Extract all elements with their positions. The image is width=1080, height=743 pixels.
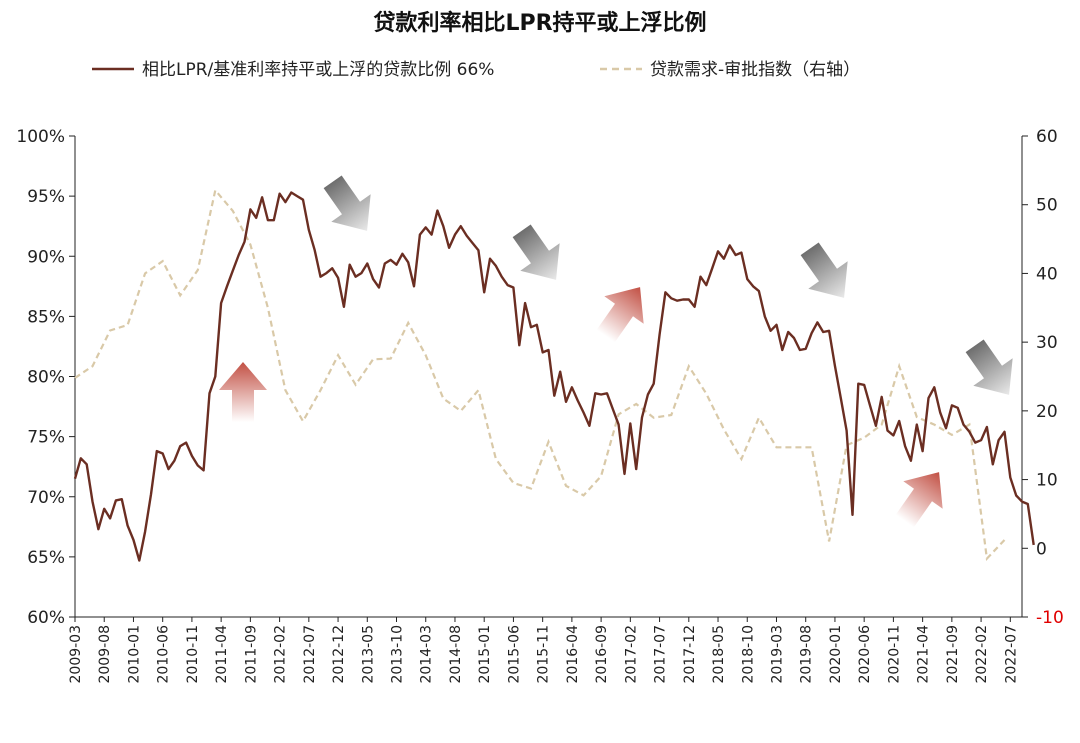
y-left-tick-label: 80%: [27, 368, 65, 388]
x-tick-label: 2017-12: [682, 625, 698, 684]
x-tick-label: 2012-07: [302, 625, 318, 684]
x-tick-label: 2012-02: [273, 625, 289, 684]
x-tick-label: 2010-01: [126, 625, 142, 684]
arrow-down-annotation: [800, 242, 848, 298]
y-right-tick-label: 0: [1036, 539, 1047, 559]
x-tick-label: 2011-04: [214, 625, 230, 684]
x-tick-label: 2014-03: [419, 625, 435, 684]
y-right-tick-label: -10: [1036, 608, 1064, 628]
x-tick-label: 2021-09: [945, 625, 961, 684]
x-tick-label: 2014-08: [448, 625, 464, 684]
x-tick-label: 2009-03: [68, 625, 84, 684]
x-tick-label: 2013-10: [390, 625, 406, 684]
x-tick-label: 2022-02: [974, 625, 990, 684]
x-tick-label: 2020-01: [828, 625, 844, 684]
arrow-up-annotation: [895, 472, 943, 528]
y-left-tick-label: 85%: [27, 307, 65, 327]
x-tick-label: 2018-05: [711, 625, 727, 684]
x-tick-label: 2022-07: [1003, 625, 1019, 684]
x-tick-label: 2016-09: [594, 625, 610, 684]
x-tick-label: 2010-06: [156, 625, 172, 684]
x-tick-label: 2009-08: [97, 625, 113, 684]
y-right-tick-label: 10: [1036, 471, 1058, 491]
x-tick-label: 2011-09: [243, 625, 259, 684]
y-right-tick-label: 20: [1036, 402, 1058, 422]
arrow-down-annotation: [965, 339, 1013, 395]
arrow-annotations: [219, 175, 1013, 528]
y-left-tick-label: 100%: [16, 127, 65, 147]
y-left-tick-label: 70%: [27, 488, 65, 508]
y-right-tick-label: 40: [1036, 264, 1058, 284]
plot-area: 60% 65% 70% 75% 80% 85% 90% 95% 100% -10 0 10 20 30 4…: [16, 127, 1063, 684]
y-left-tick-label: 95%: [27, 187, 65, 207]
x-tick-label: 2015-01: [477, 625, 493, 684]
y-right-tick-label: 30: [1036, 333, 1058, 353]
y-left-ticks: 60% 65% 70% 75% 80% 85% 90% 95% 100%: [16, 127, 75, 628]
arrow-down-annotation: [323, 175, 371, 231]
x-tick-label: 2016-04: [565, 625, 581, 684]
x-tick-label: 2012-12: [331, 625, 347, 684]
x-tick-label: 2018-10: [740, 625, 756, 684]
x-tick-label: 2015-06: [506, 625, 522, 684]
x-tick-label: 2017-07: [653, 625, 669, 684]
y-left-tick-label: 90%: [27, 247, 65, 267]
x-tick-label: 2015-11: [536, 625, 552, 684]
series-2-line: [74, 187, 1006, 562]
y-left-tick-label: 65%: [27, 548, 65, 568]
x-tick-label: 2020-06: [857, 625, 873, 684]
y-left-tick-label: 75%: [27, 428, 65, 448]
y-right-tick-label: 60: [1036, 127, 1058, 147]
arrow-up-annotation: [596, 287, 644, 343]
chart-title: 贷款利率相比LPR持平或上浮比例: [373, 10, 706, 36]
arrow-down-annotation: [512, 224, 560, 280]
y-right-ticks: -10 0 10 20 30 40 50 60: [1022, 127, 1064, 628]
legend: 相比LPR/基准利率持平或上浮的贷款比例 66% 贷款需求-审批指数（右轴）: [92, 60, 860, 80]
x-tick-label: 2017-02: [623, 625, 639, 684]
series-2-layer: [74, 187, 1006, 562]
x-tick-label: 2021-04: [916, 625, 932, 684]
x-tick-label: 2013-05: [360, 625, 376, 684]
x-tick-label: 2020-11: [886, 625, 902, 684]
y-left-tick-label: 60%: [27, 608, 65, 628]
x-ticks: 2009-03 2009-08 2010-01 2010-06 2010-11 2011-…: [68, 617, 1019, 684]
series-1-layer: [73, 191, 1035, 562]
series-1-line: [73, 191, 1035, 562]
y-right-tick-label: 50: [1036, 196, 1058, 216]
arrow-up-annotation: [219, 362, 267, 422]
x-tick-label: 2019-03: [769, 625, 785, 684]
legend-label-series-2: 贷款需求-审批指数（右轴）: [650, 60, 860, 80]
legend-label-series-1: 相比LPR/基准利率持平或上浮的贷款比例 66%: [142, 60, 494, 80]
x-tick-label: 2019-08: [799, 625, 815, 684]
x-tick-label: 2010-11: [185, 625, 201, 684]
